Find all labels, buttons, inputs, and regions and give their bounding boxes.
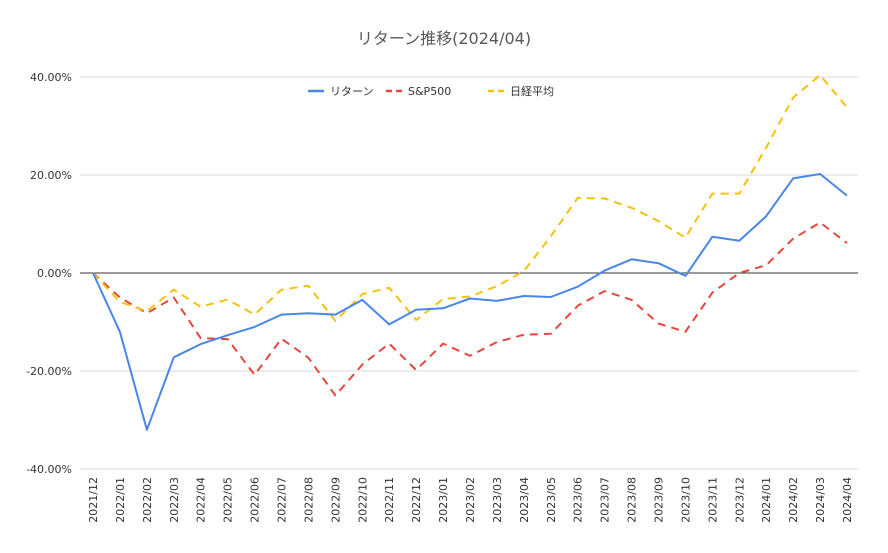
x-tick-label: 2022/06: [249, 477, 262, 523]
x-tick-label: 2022/12: [410, 477, 423, 523]
x-tick-label: 2022/01: [114, 477, 127, 523]
x-axis-ticks: 2021/12 2022/01 2022/02 2022/03 2022/04 2022/…: [87, 477, 854, 523]
legend-label: S&P500: [408, 85, 451, 98]
x-tick-label: 2023/05: [545, 477, 558, 523]
x-tick-label: 2022/04: [195, 477, 208, 523]
legend-label: 日経平均: [510, 85, 554, 98]
y-tick-label: -40.00%: [26, 463, 72, 476]
x-tick-label: 2021/12: [87, 477, 100, 523]
x-tick-label: 2024/03: [814, 477, 827, 523]
x-tick-label: 2023/09: [653, 477, 666, 523]
x-tick-label: 2023/08: [626, 477, 639, 523]
x-tick-label: 2023/03: [491, 477, 504, 523]
legend: リターン S&P500 日経平均: [308, 85, 554, 98]
x-tick-label: 2023/06: [572, 477, 585, 523]
x-tick-label: 2022/09: [329, 477, 342, 523]
x-tick-label: 2023/12: [733, 477, 746, 523]
x-tick-label: 2022/11: [383, 477, 396, 523]
x-tick-label: 2024/04: [841, 477, 854, 523]
gridlines: [80, 76, 858, 470]
x-tick-label: 2022/07: [276, 477, 289, 523]
legend-label: リターン: [330, 85, 373, 98]
x-tick-label: 2023/01: [437, 477, 450, 523]
x-tick-label: 2022/08: [302, 477, 315, 523]
y-tick-label: 40.00%: [30, 71, 72, 84]
series-line-2: [92, 74, 848, 322]
x-tick-label: 2023/04: [518, 477, 531, 523]
x-tick-label: 2022/10: [356, 477, 369, 523]
series-lines: [92, 74, 848, 431]
y-axis-ticks: 40.00% 20.00% 0.00% -20.00% -40.00%: [26, 71, 72, 476]
series-line-1: [92, 221, 848, 397]
y-tick-label: -20.00%: [26, 365, 72, 378]
x-tick-label: 2022/05: [222, 477, 235, 523]
x-tick-label: 2023/10: [679, 477, 692, 523]
x-tick-label: 2023/02: [464, 477, 477, 523]
chart-title: リターン推移(2024/04): [357, 29, 531, 48]
x-tick-label: 2024/01: [760, 477, 773, 523]
x-tick-label: 2022/03: [168, 477, 181, 523]
x-tick-label: 2023/07: [599, 477, 612, 523]
x-tick-label: 2024/02: [787, 477, 800, 523]
x-tick-label: 2022/02: [141, 477, 154, 523]
series-line-0: [92, 173, 848, 431]
x-tick-label: 2023/11: [706, 477, 719, 523]
y-tick-label: 20.00%: [30, 169, 72, 182]
y-tick-label: 0.00%: [37, 267, 72, 280]
